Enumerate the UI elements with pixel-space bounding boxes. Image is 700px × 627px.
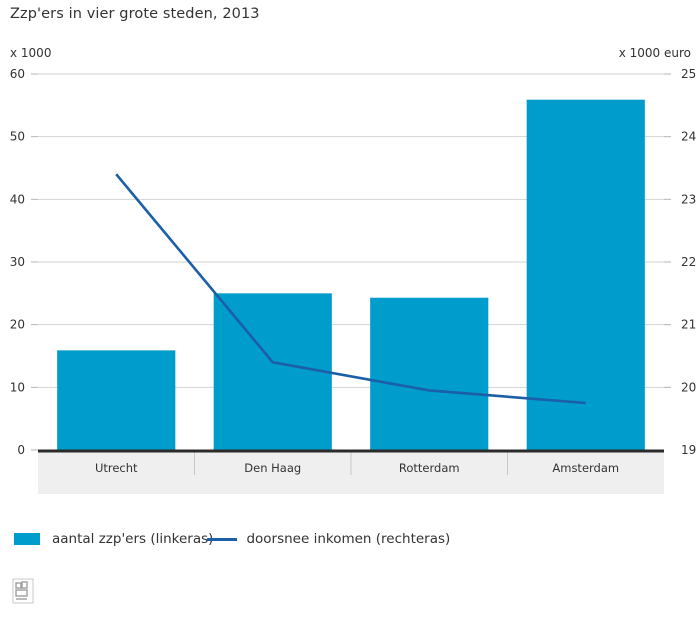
- cbs-logo-icon: [12, 578, 34, 604]
- left-axis-tick-label: 30: [10, 255, 25, 269]
- legend-label-line: doorsnee inkomen (rechteras): [246, 531, 451, 547]
- bar[interactable]: [370, 297, 489, 450]
- left-axis-tick-label: 40: [10, 192, 25, 206]
- right-axis-tick-label: 21: [681, 318, 696, 332]
- left-axis-tick-label: 0: [17, 443, 25, 457]
- bar[interactable]: [57, 350, 176, 450]
- chart-plot-area: 0 10 20 30 40 50 60 19 20 21 22 23 24 25 Utrecht Den Ha…: [10, 67, 696, 494]
- right-axis-tick-label: 22: [681, 255, 696, 269]
- category-label: Rotterdam: [399, 461, 460, 475]
- bar[interactable]: [526, 99, 645, 451]
- right-axis-unit-label: x 1000 euro: [618, 46, 691, 60]
- category-label: Utrecht: [95, 461, 138, 475]
- left-axis-tick-label: 10: [10, 380, 25, 394]
- income-line[interactable]: [115, 173, 586, 405]
- category-label: Den Haag: [244, 461, 301, 475]
- right-axis-tick-label: 20: [681, 380, 696, 394]
- chart-title: Zzp'ers in vier grote steden, 2013: [10, 6, 260, 22]
- legend-line-icon: [207, 537, 238, 541]
- legend-label-bars: aantal zzp'ers (linkeras): [52, 531, 214, 547]
- legend-item-bars[interactable]: aantal zzp'ers (linkeras): [14, 531, 213, 547]
- right-axis-tick-label: 23: [681, 192, 696, 206]
- bar[interactable]: [213, 293, 332, 450]
- right-axis-tick-label: 25: [681, 67, 696, 81]
- chart-legend: aantal zzp'ers (linkeras) doorsnee inkom…: [14, 528, 450, 550]
- left-axis-tick-label: 50: [10, 130, 25, 144]
- left-axis-tick-label: 60: [10, 67, 25, 81]
- left-axis-unit-label: x 1000: [10, 46, 52, 60]
- left-axis-tick-label: 20: [10, 318, 25, 332]
- category-label: Amsterdam: [552, 461, 619, 475]
- right-axis-tick-label: 24: [681, 130, 696, 144]
- legend-item-line[interactable]: doorsnee inkomen (rechteras): [207, 531, 451, 547]
- legend-swatch-icon: [14, 533, 40, 545]
- right-axis-tick-label: 19: [681, 443, 696, 457]
